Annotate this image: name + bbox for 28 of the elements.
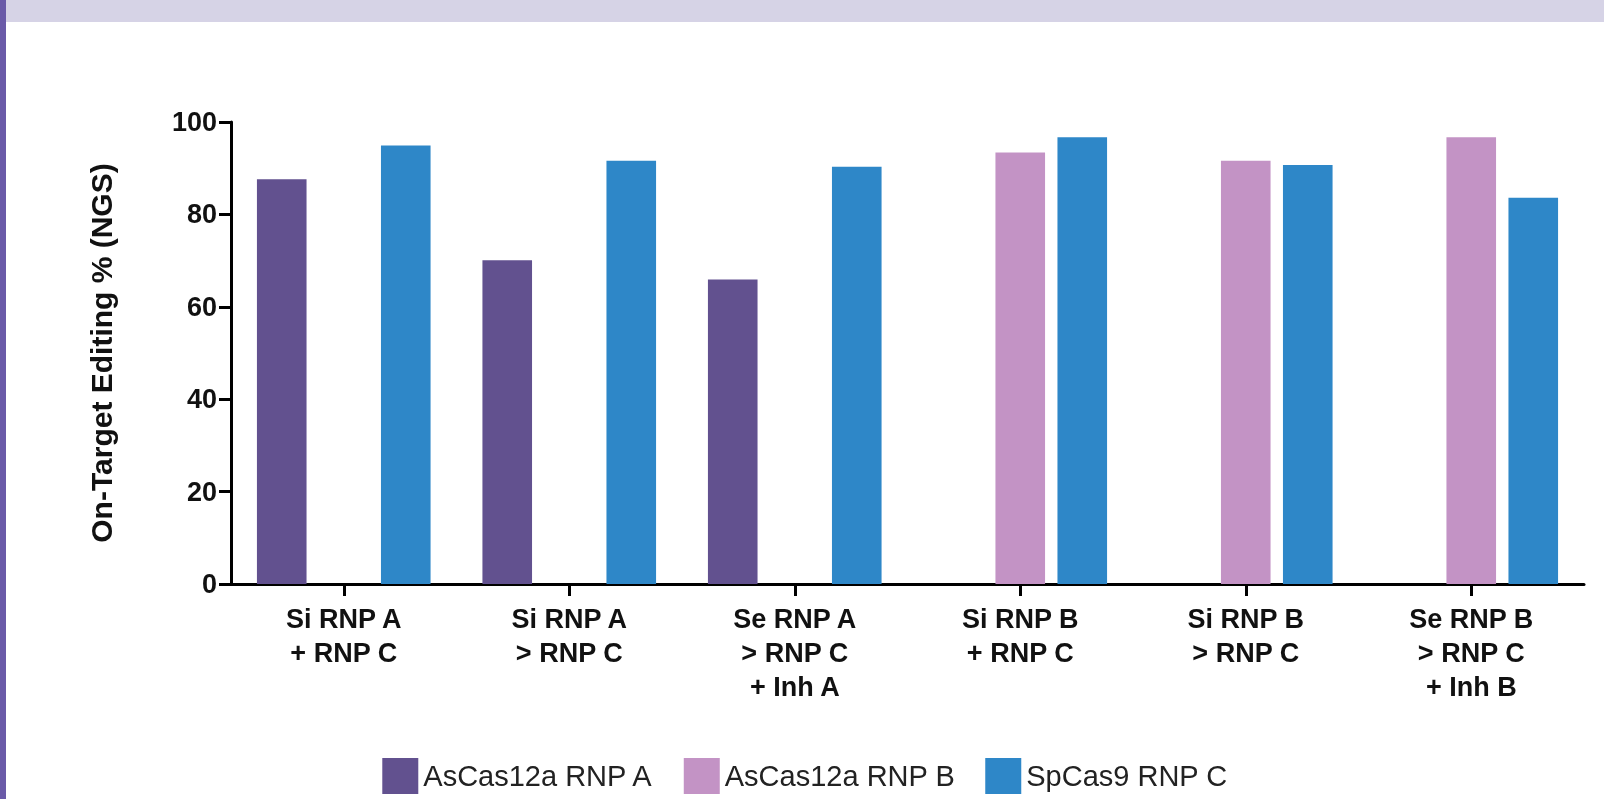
legend-label: SpCas9 RNP C [1026,760,1228,792]
x-tick-label: Si RNP B + RNP C [961,604,1079,668]
x-tick-label: Se RNP B > RNP C + Inh B [1409,604,1534,702]
bar [482,260,533,584]
bar [1057,137,1108,584]
y-tick-label: 60 [186,291,217,322]
y-tick-label: 100 [171,107,217,137]
x-tick-label: Se RNP A > RNP C + Inh A [733,604,857,702]
x-tick-label: Si RNP B > RNP C [1187,604,1305,668]
bar [256,179,307,584]
y-axis-title: On-Target Editing % (NGS) [84,163,118,543]
legend-label: AsCas12a RNP B [724,760,955,792]
bar [1220,160,1271,584]
x-tick-label: Si RNP A + RNP C [285,604,402,668]
y-tick-label: 80 [186,199,217,230]
y-tick-label: 20 [186,476,217,507]
legend-label: AsCas12a RNP A [423,760,653,792]
bar [606,160,657,584]
bar [995,152,1046,584]
bar [1446,137,1497,584]
y-tick-label: 40 [186,384,217,415]
x-tick-label: Si RNP A > RNP C [511,604,628,668]
bar [707,279,758,584]
bar [831,166,882,584]
bar [380,145,431,584]
bar [1508,197,1559,584]
bar [1282,164,1333,584]
y-tick-label: 0 [201,569,217,599]
